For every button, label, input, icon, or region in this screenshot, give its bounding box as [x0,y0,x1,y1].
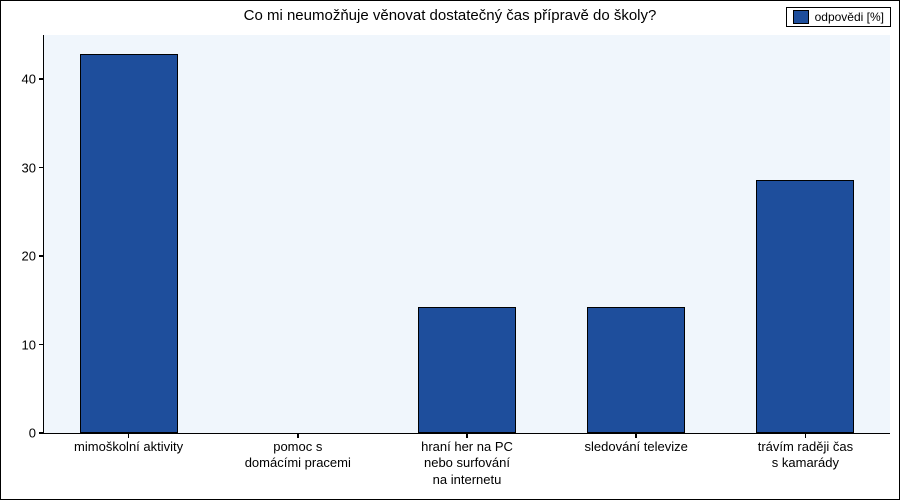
chart-title: Co mi neumožňuje věnovat dostatečný čas … [1,7,899,24]
x-tick-label: trávím raději čas s kamarády [721,439,890,472]
x-tick-label: sledování televize [552,439,721,455]
bar [418,307,516,433]
plot-area: 010203040mimoškolní aktivitypomoc s domá… [43,35,890,434]
y-tick-mark [39,167,44,169]
y-tick-mark [39,78,44,80]
legend: odpovědi [%] [786,7,891,27]
x-tick-label: hraní her na PC nebo surfování na intern… [382,439,551,488]
y-tick-mark [39,432,44,434]
chart-container: Co mi neumožňuje věnovat dostatečný čas … [0,0,900,500]
y-tick-label: 10 [22,337,36,352]
bar [587,307,685,433]
legend-label: odpovědi [%] [815,10,884,24]
y-tick-label: 30 [22,160,36,175]
legend-swatch [793,10,809,24]
x-tick-label: mimoškolní aktivity [44,439,213,455]
bar [756,180,854,433]
x-tick-mark [128,433,130,438]
bar [80,54,178,433]
x-tick-mark [635,433,637,438]
x-tick-mark [466,433,468,438]
x-tick-mark [297,433,299,438]
x-tick-mark [805,433,807,438]
y-tick-mark [39,255,44,257]
y-tick-label: 40 [22,72,36,87]
x-tick-label: pomoc s domácími pracemi [213,439,382,472]
y-tick-label: 0 [29,426,36,441]
y-tick-mark [39,344,44,346]
y-tick-label: 20 [22,249,36,264]
